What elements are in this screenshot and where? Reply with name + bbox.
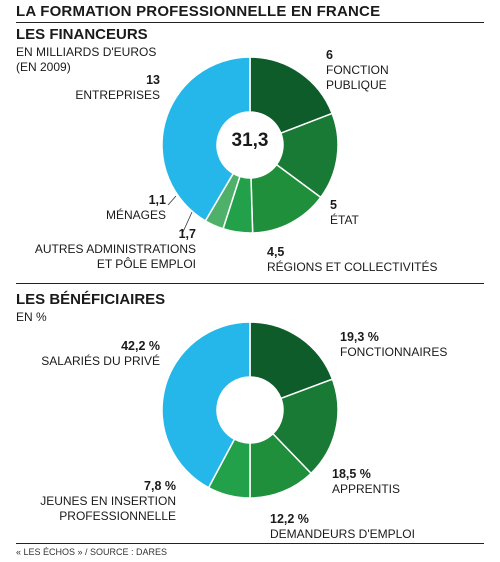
value-salaries: 42,2 %	[121, 339, 160, 353]
label-fonction-publique-line-1: FONCTION	[326, 63, 389, 77]
label-jeunes: 7,8 % JEUNES EN INSERTION PROFESSIONNELL…	[20, 479, 176, 524]
value-demandeurs: 12,2 %	[270, 512, 309, 526]
label-jeunes-line-2: PROFESSIONNELLE	[59, 509, 176, 523]
value-regions: 4,5	[267, 245, 285, 259]
beneficiaires-slice-fonctionnaires	[249, 321, 334, 400]
title-rule	[16, 22, 484, 23]
label-etat: 5 ÉTAT	[330, 198, 359, 228]
financeurs-subtitle-line-2: (EN 2009)	[16, 60, 71, 74]
leader-line-menages	[167, 195, 177, 206]
value-fonction-publique: 6	[326, 48, 333, 62]
leader-line-autres	[182, 211, 193, 233]
label-salaries-text: SALARIÉS DU PRIVÉ	[41, 354, 160, 368]
financeurs-total-label: 31,3	[231, 130, 269, 151]
source-footer: « LES ÉCHOS » / SOURCE : DARES	[16, 547, 168, 557]
value-apprentis: 18,5 %	[332, 467, 371, 481]
label-etat-text: ÉTAT	[330, 213, 359, 227]
value-etat: 5	[330, 198, 337, 212]
label-salaries: 42,2 % SALARIÉS DU PRIVÉ	[20, 339, 160, 369]
label-autres: 1,7 AUTRES ADMINISTRATIONS ET PÔLE EMPLO…	[16, 227, 196, 272]
label-jeunes-line-1: JEUNES EN INSERTION	[40, 494, 176, 508]
footer-rule	[16, 543, 484, 544]
label-autres-line-2: ET PÔLE EMPLOI	[96, 257, 196, 271]
beneficiaires-subtitle: EN %	[16, 310, 47, 324]
value-menages: 1,1	[148, 193, 166, 207]
label-fonction-publique: 6 FONCTION PUBLIQUE	[326, 48, 389, 93]
value-autres: 1,7	[178, 227, 196, 241]
label-fonctionnaires-text: FONCTIONNAIRES	[340, 345, 448, 359]
financeurs-subtitle-line-1: EN MILLIARDS D'EUROS	[16, 45, 157, 59]
value-fonctionnaires: 19,3 %	[340, 330, 379, 344]
label-demandeurs: 12,2 % DEMANDEURS D'EMPLOI	[270, 512, 415, 542]
financeurs-title: LES FINANCEURS	[16, 26, 148, 43]
label-apprentis: 18,5 % APPRENTIS	[332, 467, 400, 497]
label-autres-line-1: AUTRES ADMINISTRATIONS	[34, 242, 196, 256]
label-entreprises-text: ENTREPRISES	[75, 88, 160, 102]
infographic-title: LA FORMATION PROFESSIONNELLE EN FRANCE	[16, 3, 381, 20]
label-fonction-publique-line-2: PUBLIQUE	[326, 78, 387, 92]
label-menages-text: MÉNAGES	[105, 208, 166, 222]
beneficiaires-title: LES BÉNÉFICIAIRES	[16, 291, 166, 308]
financeurs-subtitle: EN MILLIARDS D'EUROS (EN 2009)	[16, 45, 156, 75]
value-jeunes: 7,8 %	[144, 479, 176, 493]
financeurs-slice-etat	[275, 112, 339, 199]
section-rule	[16, 283, 484, 284]
label-menages: 1,1 MÉNAGES	[90, 193, 166, 223]
label-entreprises: 13 ENTREPRISES	[70, 73, 160, 103]
label-demandeurs-text: DEMANDEURS D'EMPLOI	[270, 527, 415, 541]
label-fonctionnaires: 19,3 % FONCTIONNAIRES	[340, 330, 447, 360]
value-entreprises: 13	[146, 73, 160, 87]
label-regions-text: RÉGIONS ET COLLECTIVITÉS	[267, 260, 438, 274]
beneficiaires-slice-salaries	[161, 321, 251, 489]
financeurs-slice-fonction-publique	[249, 56, 334, 135]
financeurs-slice-entreprises	[161, 56, 251, 222]
label-apprentis-text: APPRENTIS	[332, 482, 401, 496]
label-regions: 4,5 RÉGIONS ET COLLECTIVITÉS	[267, 245, 437, 275]
